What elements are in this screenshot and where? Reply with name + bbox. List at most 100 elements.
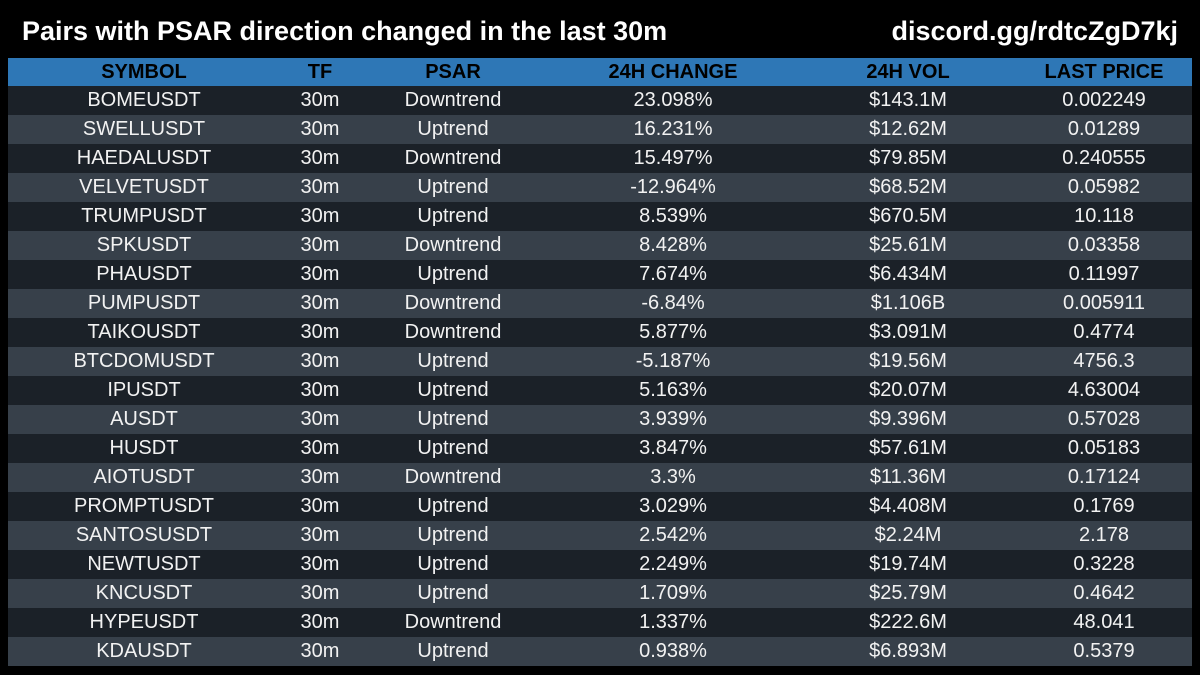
cell-24h-vol: $4.408M [869, 495, 947, 517]
cell-last-price: 0.240555 [1062, 147, 1146, 169]
cell-24h-vol: $6.434M [869, 263, 947, 285]
table-row: PROMPTUSDT 30m Uptrend 3.029% $4.408M 0.1769 [8, 492, 1192, 521]
cell-24h-vol: $670.5M [869, 205, 947, 227]
cell-24h-change: 3.3% [650, 466, 696, 488]
table-row: NEWTUSDT 30m Uptrend 2.249% $19.74M 0.3228 [8, 550, 1192, 579]
cell-symbol: BOMEUSDT [87, 89, 201, 111]
discord-link[interactable]: discord.gg/rdtcZgD7kj [891, 16, 1178, 46]
cell-tf: 30m [300, 379, 340, 401]
cell-last-price: 0.3228 [1073, 553, 1135, 575]
cell-last-price: 0.11997 [1068, 263, 1140, 285]
table-header-row: SYMBOL TF PSAR 24H CHANGE 24H VOL LAST P… [8, 58, 1192, 86]
cell-symbol: NEWTUSDT [87, 553, 201, 575]
cell-last-price: 10.118 [1074, 205, 1134, 227]
cell-24h-change: 8.428% [639, 234, 707, 256]
cell-24h-change: 0.938% [639, 640, 707, 662]
psar-table-container: SYMBOL TF PSAR 24H CHANGE 24H VOL LAST P… [8, 58, 1192, 666]
cell-24h-change: 3.029% [639, 495, 707, 517]
cell-psar: Uptrend [417, 495, 489, 517]
column-header-psar: PSAR [425, 61, 481, 83]
cell-tf: 30m [300, 495, 340, 517]
cell-24h-change: 3.847% [639, 437, 707, 459]
cell-symbol: SPKUSDT [96, 234, 192, 256]
cell-24h-vol: $2.24M [874, 524, 942, 546]
cell-24h-change: 1.709% [639, 582, 707, 604]
cell-24h-vol: $19.74M [869, 553, 947, 575]
cell-psar: Uptrend [417, 176, 489, 198]
cell-symbol: TAIKOUSDT [87, 321, 201, 343]
cell-psar: Uptrend [417, 640, 489, 662]
cell-symbol: KDAUSDT [96, 640, 192, 662]
cell-24h-vol: $20.07M [869, 379, 947, 401]
cell-24h-vol: $12.62M [869, 118, 947, 140]
cell-last-price: 0.4642 [1073, 582, 1135, 604]
table-row: BTCDOMUSDT 30m Uptrend -5.187% $19.56M 4756.3 [8, 347, 1192, 376]
cell-symbol: IPUSDT [107, 379, 181, 401]
table-row: SPKUSDT 30m Downtrend 8.428% $25.61M 0.03358 [8, 231, 1192, 260]
cell-24h-vol: $25.79M [869, 582, 947, 604]
cell-24h-change: 2.249% [639, 553, 707, 575]
table-row: HAEDALUSDT 30m Downtrend 15.497% $79.85M 0.24… [8, 144, 1192, 173]
cell-tf: 30m [300, 640, 340, 662]
table-body: BOMEUSDT 30m Downtrend 23.098% $143.1M 0.0022… [8, 86, 1192, 666]
cell-last-price: 0.57028 [1067, 408, 1141, 430]
cell-psar: Uptrend [417, 408, 489, 430]
cell-tf: 30m [300, 234, 340, 256]
table-row: KDAUSDT 30m Uptrend 0.938% $6.893M 0.5379 [8, 637, 1192, 666]
table-row: HYPEUSDT 30m Downtrend 1.337% $222.6M 48.041 [8, 608, 1192, 637]
table-row: KNCUSDT 30m Uptrend 1.709% $25.79M 0.4642 [8, 579, 1192, 608]
cell-24h-vol: $222.6M [869, 611, 947, 633]
table-row: PHAUSDT 30m Uptrend 7.674% $6.434M 0.11997 [8, 260, 1192, 289]
column-header-24h-change: 24H CHANGE [608, 61, 738, 83]
cell-psar: Uptrend [417, 379, 489, 401]
cell-last-price: 4756.3 [1073, 350, 1135, 372]
table-row: BOMEUSDT 30m Downtrend 23.098% $143.1M 0.0022… [8, 86, 1192, 115]
cell-24h-vol: $9.396M [869, 408, 947, 430]
cell-symbol: TRUMPUSDT [81, 205, 207, 227]
cell-24h-vol: $1.106B [870, 292, 946, 314]
cell-tf: 30m [300, 263, 340, 285]
cell-last-price: 48.041 [1073, 611, 1135, 633]
cell-tf: 30m [300, 437, 340, 459]
cell-last-price: 0.01289 [1067, 118, 1141, 140]
column-header-24h-vol: 24H VOL [866, 61, 950, 83]
cell-symbol: HYPEUSDT [89, 611, 199, 633]
cell-tf: 30m [300, 321, 340, 343]
cell-psar: Downtrend [404, 292, 502, 314]
cell-psar: Uptrend [417, 553, 489, 575]
cell-last-price: 0.05183 [1067, 437, 1141, 459]
table-row: TAIKOUSDT 30m Downtrend 5.877% $3.091M 0.4774 [8, 318, 1192, 347]
cell-tf: 30m [300, 118, 340, 140]
cell-psar: Downtrend [404, 234, 502, 256]
cell-psar: Downtrend [404, 611, 502, 633]
cell-tf: 30m [300, 466, 340, 488]
cell-24h-change: -6.84% [641, 292, 705, 314]
cell-symbol: AIOTUSDT [93, 466, 195, 488]
cell-24h-change: 7.674% [639, 263, 707, 285]
cell-psar: Uptrend [417, 263, 489, 285]
cell-symbol: KNCUSDT [95, 582, 193, 604]
table-row: VELVETUSDT 30m Uptrend -12.964% $68.52M 0.059… [8, 173, 1192, 202]
cell-last-price: 0.002249 [1062, 89, 1146, 111]
cell-24h-change: 2.542% [639, 524, 707, 546]
cell-last-price: 0.5379 [1073, 640, 1135, 662]
cell-24h-change: -5.187% [635, 350, 711, 372]
cell-tf: 30m [300, 553, 340, 575]
cell-last-price: 0.03358 [1067, 234, 1141, 256]
table-row: HUSDT 30m Uptrend 3.847% $57.61M 0.05183 [8, 434, 1192, 463]
cell-symbol: PUMPUSDT [87, 292, 201, 314]
cell-symbol: SANTOSUSDT [75, 524, 213, 546]
cell-tf: 30m [300, 89, 340, 111]
cell-psar: Downtrend [404, 466, 502, 488]
cell-24h-change: 5.163% [639, 379, 707, 401]
cell-symbol: PROMPTUSDT [74, 495, 214, 517]
cell-tf: 30m [300, 611, 340, 633]
table-row: AUSDT 30m Uptrend 3.939% $9.396M 0.57028 [8, 405, 1192, 434]
cell-last-price: 0.17124 [1067, 466, 1141, 488]
cell-symbol: AUSDT [110, 408, 178, 430]
cell-tf: 30m [300, 176, 340, 198]
page-title: Pairs with PSAR direction changed in the… [22, 16, 668, 46]
cell-24h-vol: $19.56M [869, 350, 947, 372]
column-header-tf: TF [307, 61, 333, 83]
cell-psar: Downtrend [404, 147, 502, 169]
